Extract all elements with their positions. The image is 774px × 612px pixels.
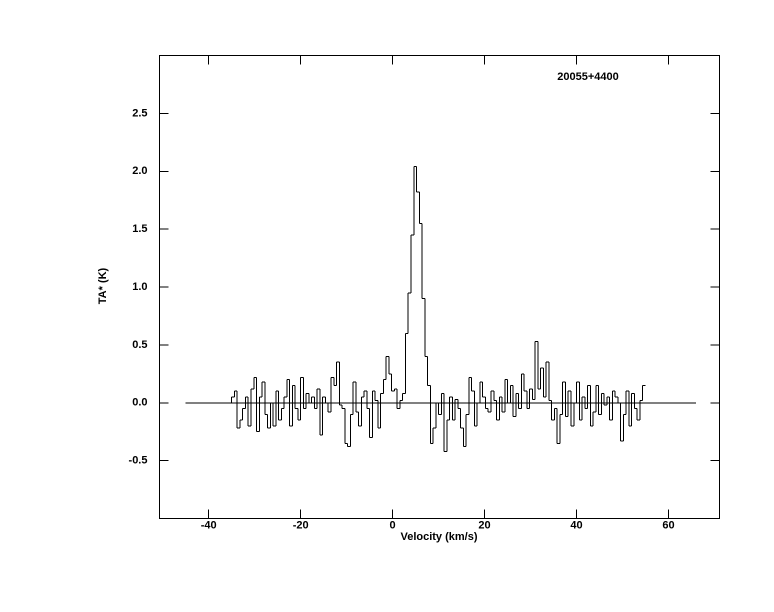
y-tick-label: -0.5 bbox=[129, 455, 148, 467]
x-tick-label: 60 bbox=[662, 519, 674, 531]
x-tick-label: 20 bbox=[478, 519, 490, 531]
x-axis-label: Velocity (km/s) bbox=[400, 531, 477, 543]
y-tick-label: 0.5 bbox=[132, 339, 147, 351]
y-axis-label: TA* (K) bbox=[97, 267, 109, 304]
y-tick-label: 2.0 bbox=[132, 165, 147, 177]
x-tick-label: 40 bbox=[570, 519, 582, 531]
y-tick-label: 1.5 bbox=[132, 223, 147, 235]
chart-title: 20055+4400 bbox=[557, 71, 618, 83]
y-tick-label: 0.0 bbox=[132, 397, 147, 409]
x-tick-label: -20 bbox=[293, 519, 309, 531]
x-tick-label: -40 bbox=[201, 519, 217, 531]
y-tick-label: 2.5 bbox=[132, 107, 147, 119]
y-tick-label: 1.0 bbox=[132, 281, 147, 293]
x-tick-label: 0 bbox=[390, 519, 396, 531]
